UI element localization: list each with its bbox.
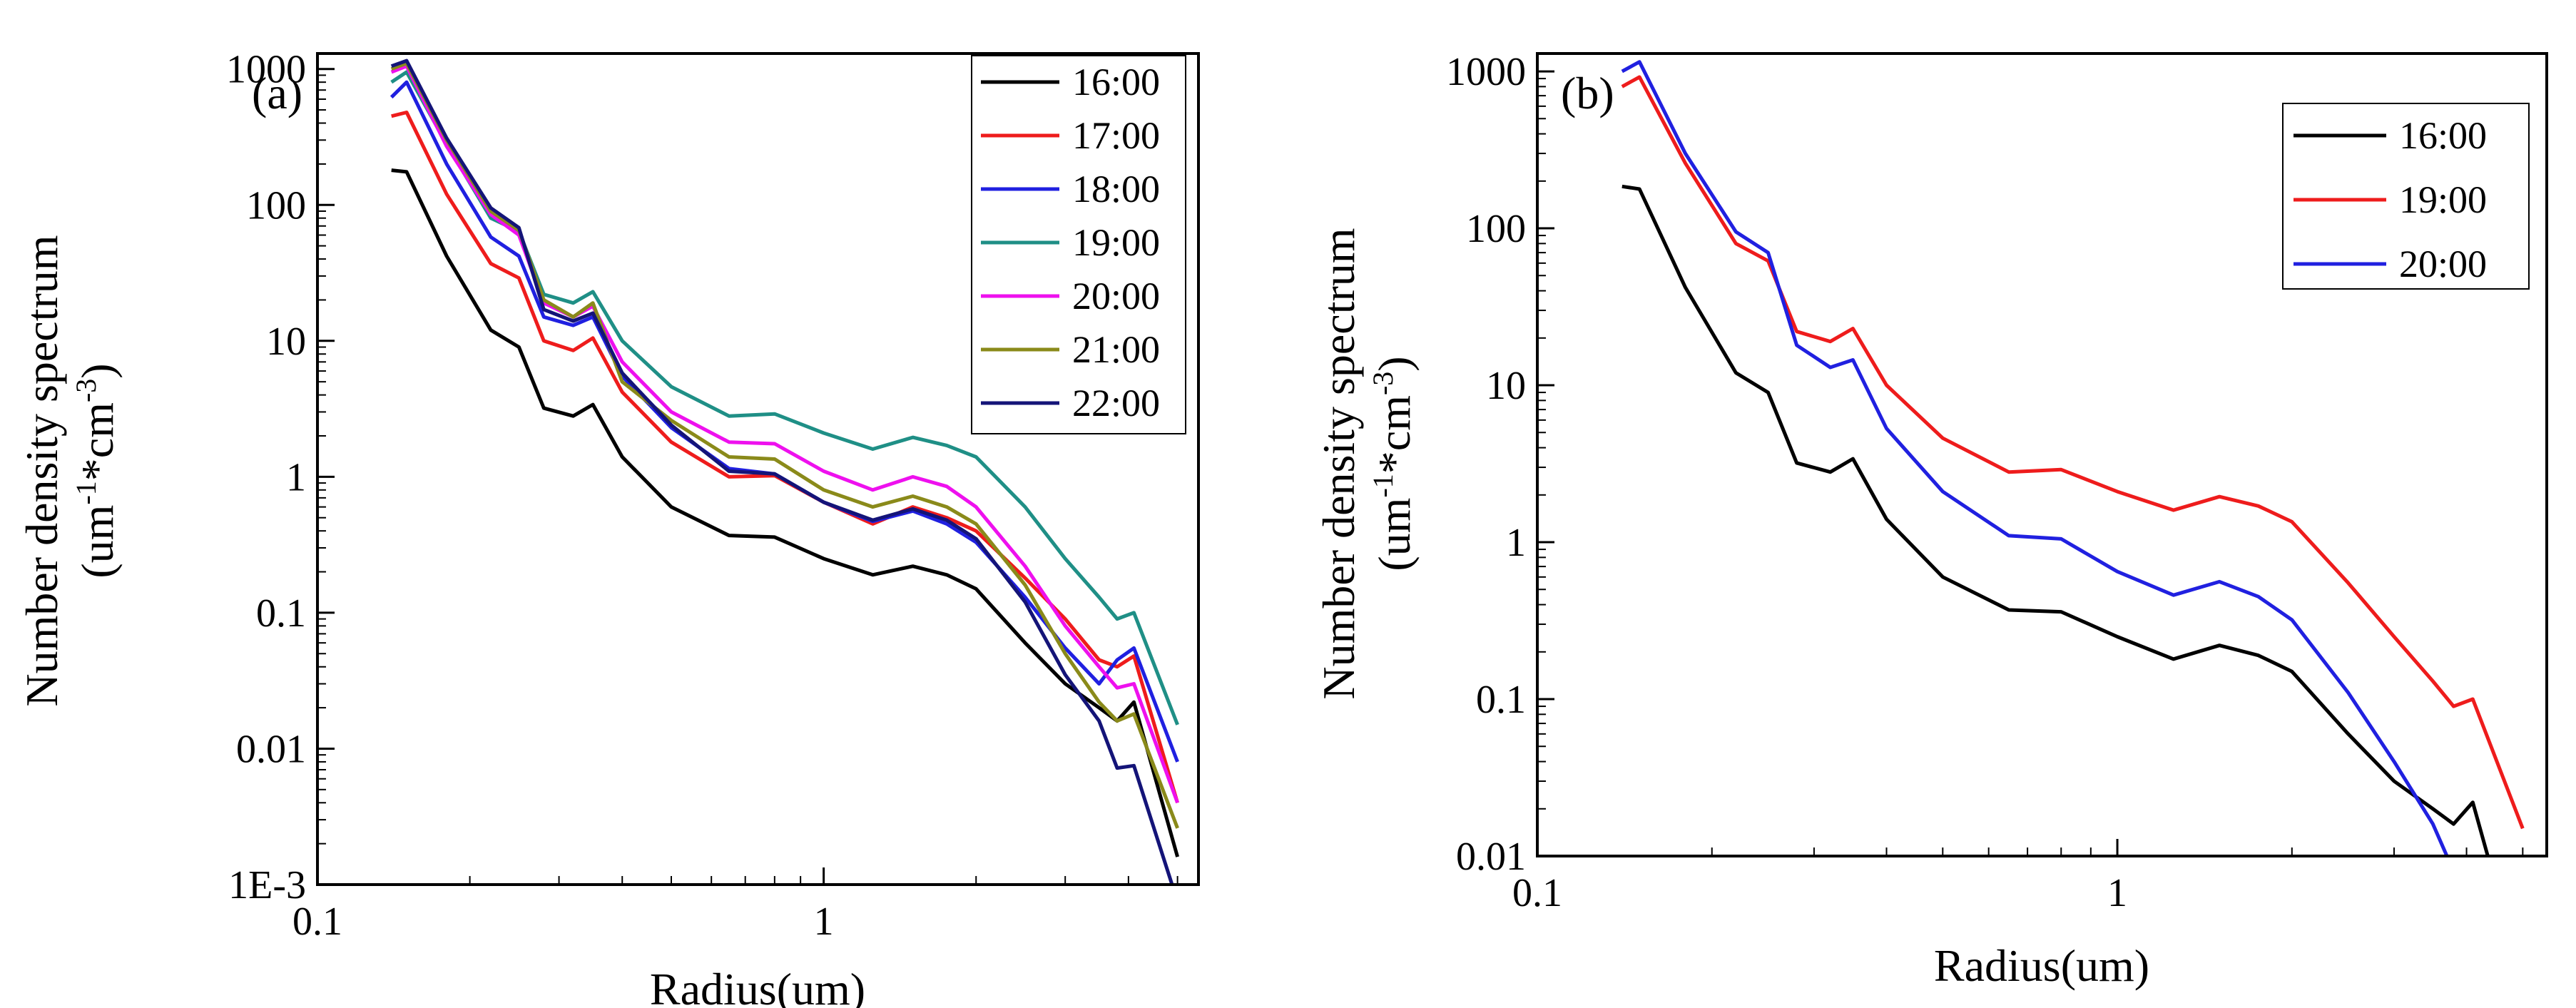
series-line-2100 (390, 61, 1179, 829)
series-line-2000 (1621, 60, 2449, 856)
legend-label: 16:00 (1072, 61, 1160, 103)
series-group (390, 58, 1180, 885)
y-axis-title-main: Number density spectrum (1313, 228, 1364, 699)
y-axis-title: Number density spectrum (um-1*cm-3) (1313, 228, 1420, 699)
x-axis-title: Radius(um) (650, 964, 865, 1008)
y-tick-label: 100 (1466, 207, 1526, 251)
y-tick-label: 1000 (226, 48, 306, 92)
y-axis-title-units: (um-1*cm-3) (1367, 356, 1420, 571)
legend-label: 17:00 (1072, 114, 1160, 157)
legend-label: 19:00 (2399, 178, 2487, 221)
panel-label: (b) (1561, 68, 1614, 118)
x-axis-title: Radius(um) (1934, 940, 2149, 991)
legend-label: 16:00 (2399, 114, 2487, 157)
legend-label: 19:00 (1072, 221, 1160, 264)
series-group (1621, 60, 2525, 856)
y-tick-label: 1000 (1446, 50, 1526, 94)
x-tick-label: 1 (814, 900, 834, 944)
x-tick-label: 0.1 (1512, 871, 1562, 915)
legend-label: 22:00 (1072, 382, 1160, 424)
series-line-1900 (1621, 75, 2525, 830)
x-axis-ticks: 0.1 1 (292, 867, 1178, 944)
legend: 16:00 17:00 18:00 19:00 20:00 21:00 22:00 (971, 55, 1186, 434)
series-line-1600 (1622, 184, 2490, 856)
x-tick-label: 1 (2107, 871, 2127, 915)
y-axis-ticks: 1000 100 10 1 0.1 0.01 1E-3 (226, 48, 335, 907)
y-tick-label: 10 (1486, 364, 1526, 408)
y-tick-label: 100 (246, 183, 306, 228)
y-tick-label: 1 (1506, 521, 1526, 565)
panel-label: (a) (252, 68, 302, 118)
y-tick-label: 0.01 (1456, 835, 1526, 879)
x-tick-label: 0.1 (292, 900, 342, 944)
y-axis-title-main: Number density spectrum (16, 235, 67, 706)
y-axis-title: Number density spectrum (um-1*cm-3) (16, 235, 123, 706)
plot-frame (316, 52, 1200, 886)
legend-label: 18:00 (1072, 168, 1160, 210)
legend: 16:00 19:00 20:00 (2282, 103, 2530, 290)
series-line-2000 (390, 64, 1179, 804)
y-axis-title-units: (um-1*cm-3) (70, 363, 123, 578)
y-tick-label: 10 (266, 320, 306, 364)
series-line-2200 (390, 58, 1174, 885)
legend-box (971, 55, 1186, 434)
y-tick-label: 0.01 (236, 727, 306, 771)
legend-label: 21:00 (1072, 328, 1160, 371)
y-axis-ticks: 1000 100 10 1 0.1 0.01 (1446, 50, 1554, 879)
x-axis-ticks: 0.1 1 (1512, 839, 2524, 915)
y-tick-label: 0.1 (256, 591, 306, 636)
legend-label: 20:00 (1072, 275, 1160, 317)
y-tick-label: 1 (286, 455, 306, 499)
plot-frame (1536, 52, 2548, 857)
y-tick-label: 0.1 (1476, 678, 1526, 722)
y-tick-label: 1E-3 (228, 863, 306, 907)
legend-label: 20:00 (2399, 243, 2487, 285)
